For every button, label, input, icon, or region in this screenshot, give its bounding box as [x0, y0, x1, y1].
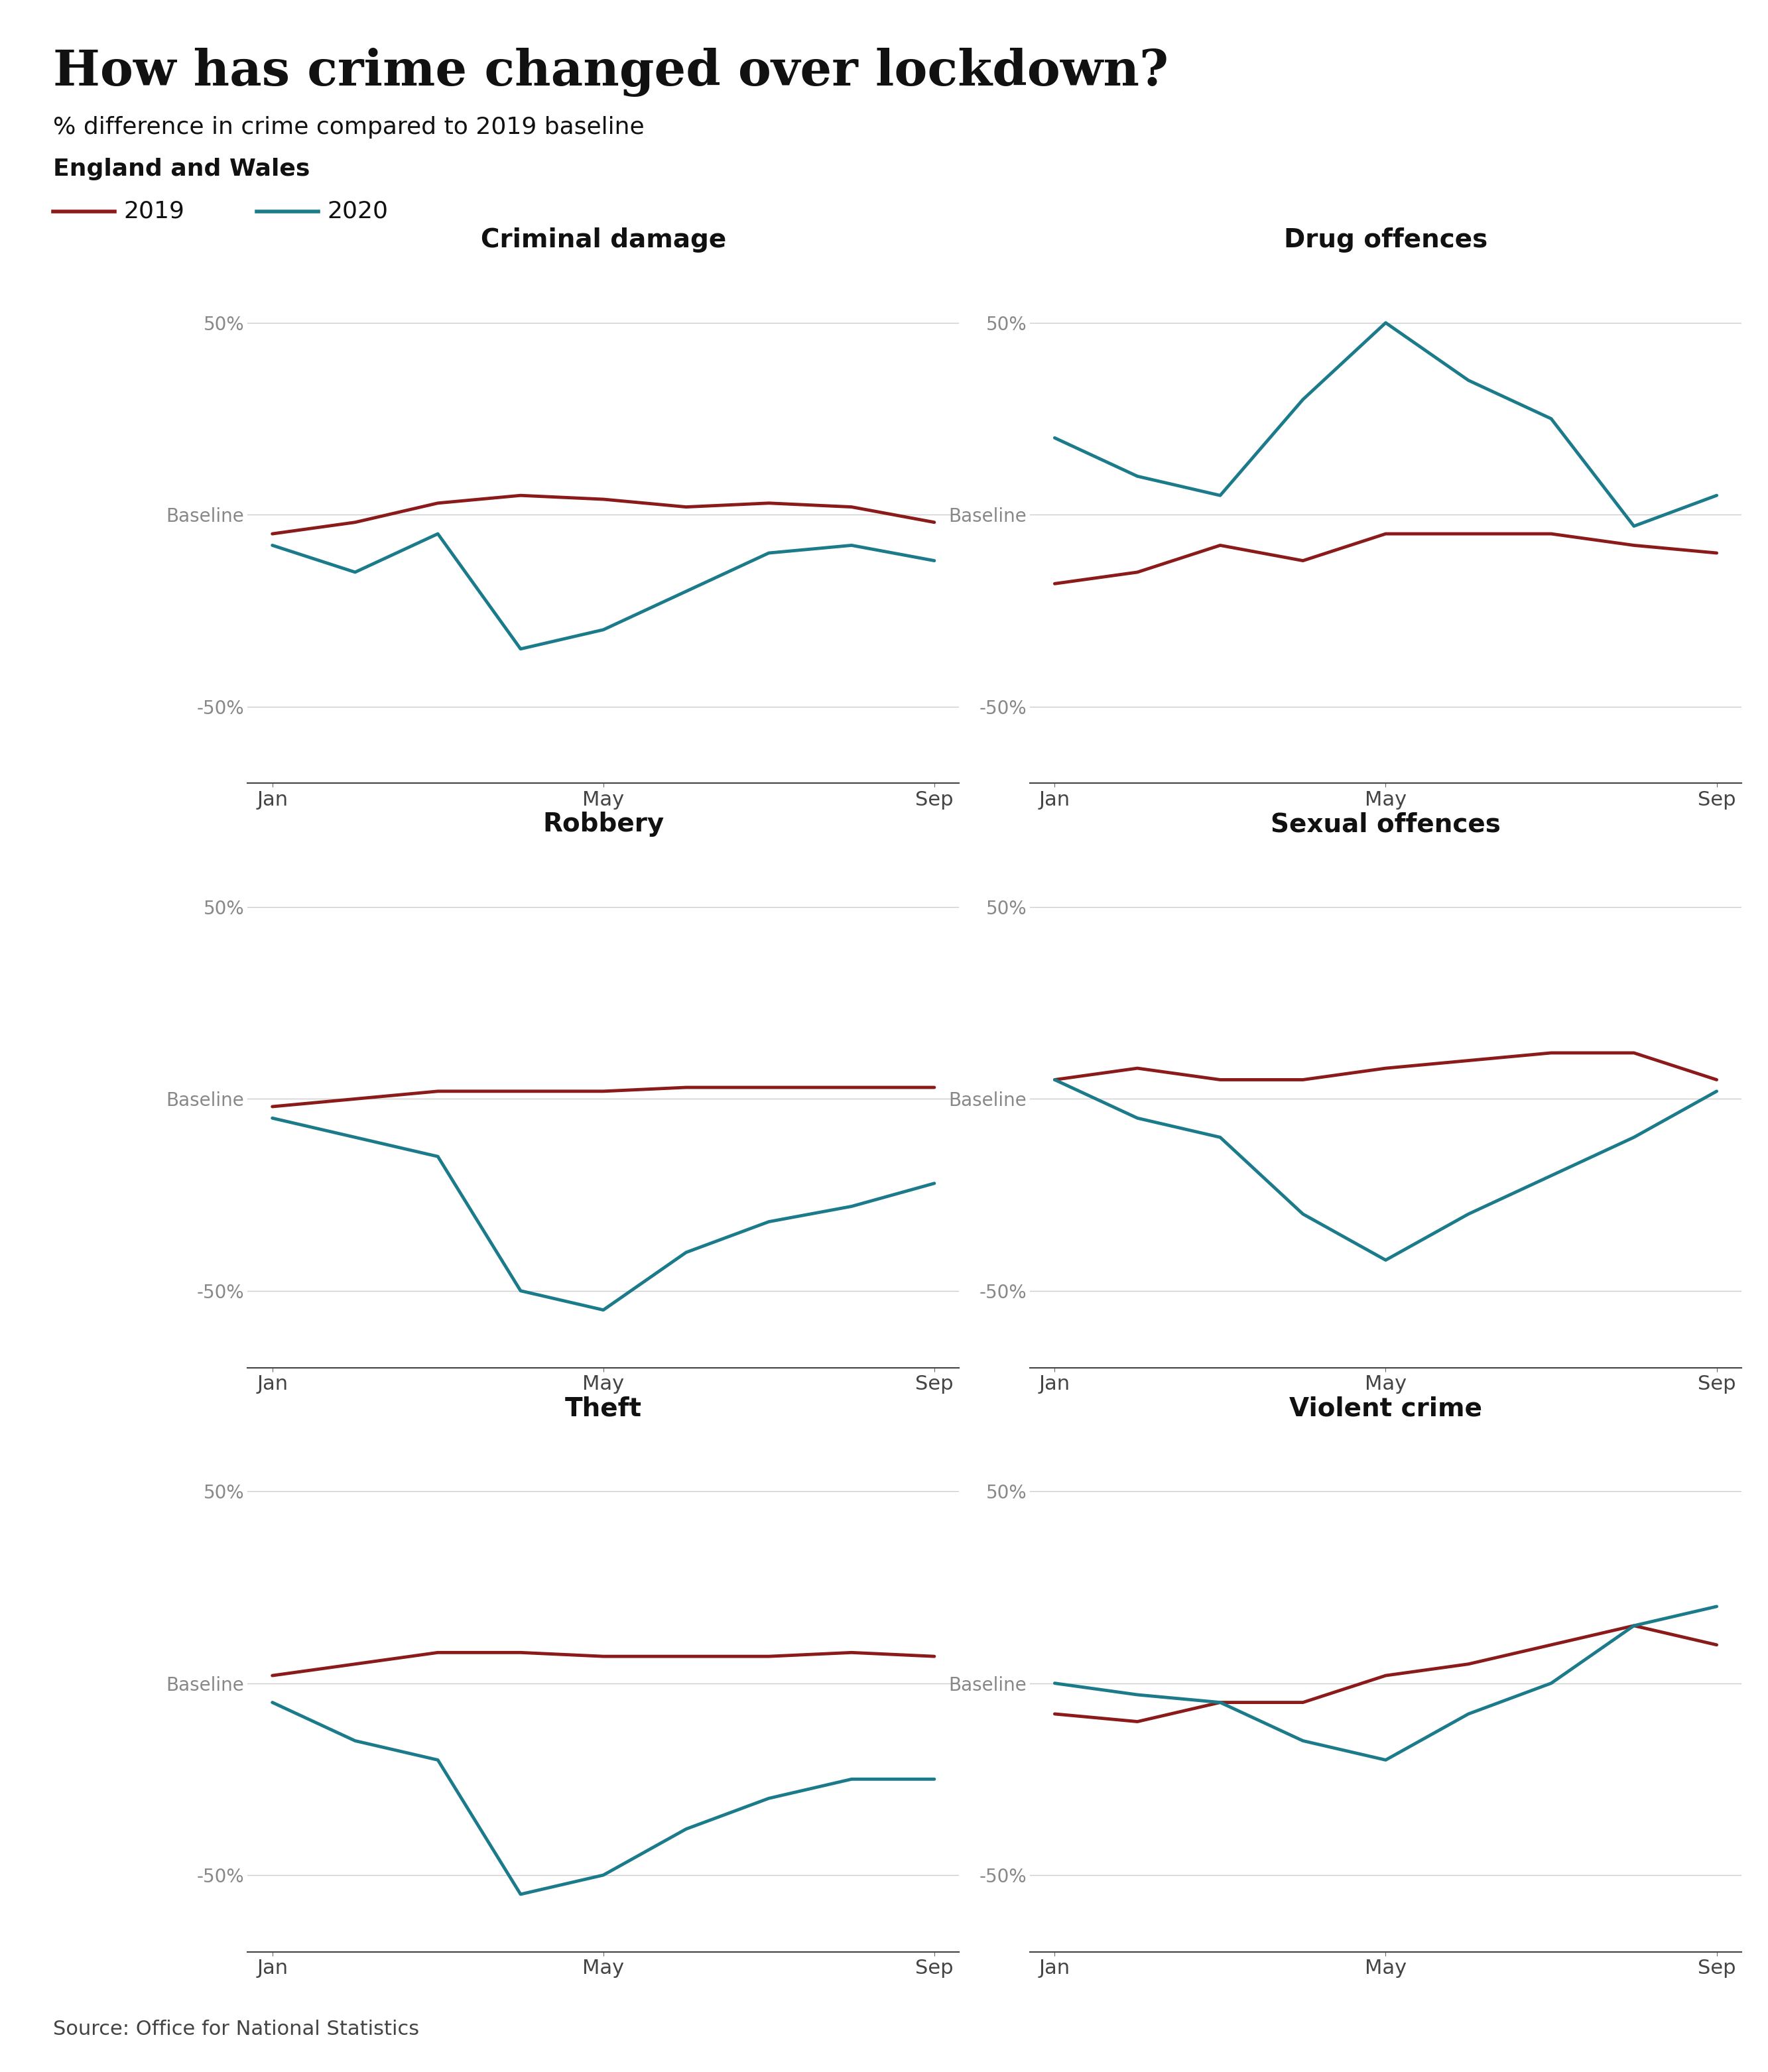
- Text: Drug offences: Drug offences: [1284, 228, 1487, 253]
- Text: How has crime changed over lockdown?: How has crime changed over lockdown?: [53, 48, 1169, 97]
- Text: Criminal damage: Criminal damage: [481, 228, 727, 253]
- Text: Violent crime: Violent crime: [1289, 1397, 1482, 1421]
- Text: BBC: BBC: [1630, 2002, 1694, 2031]
- Text: England and Wales: England and Wales: [53, 157, 309, 180]
- Text: Sexual offences: Sexual offences: [1271, 812, 1501, 837]
- Text: % difference in crime compared to 2019 baseline: % difference in crime compared to 2019 b…: [53, 116, 644, 139]
- Text: Theft: Theft: [564, 1397, 642, 1421]
- Text: 2019: 2019: [124, 201, 184, 222]
- Text: Robbery: Robbery: [543, 812, 665, 837]
- Text: 2020: 2020: [327, 201, 389, 222]
- Text: Source: Office for National Statistics: Source: Office for National Statistics: [53, 2020, 419, 2039]
